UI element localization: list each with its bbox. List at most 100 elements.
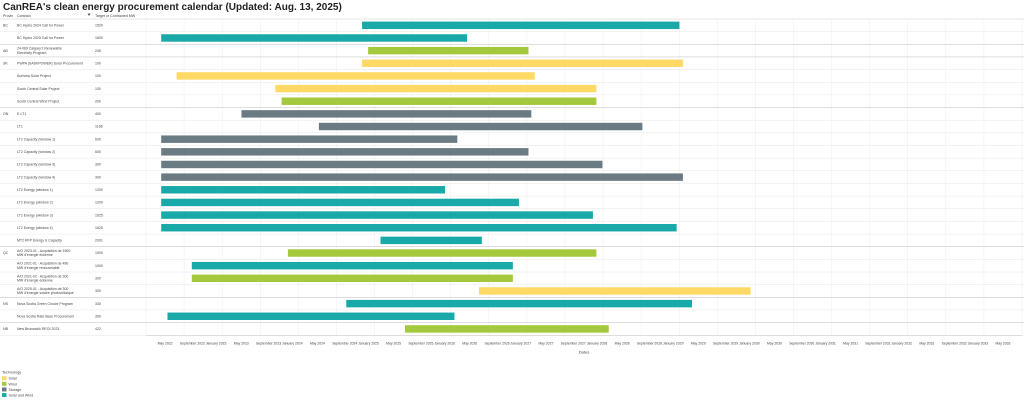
contract-label: LT2 Energy (window 3) [17,213,53,217]
gantt-bar[interactable] [167,312,455,320]
contract-label: LT2 Capacity (window 4) [17,175,55,179]
mw-value: 600 [95,137,101,141]
x-tick-label: September 2024 January 2025 [332,341,379,345]
contract-label: BC Hydro 2024 Call for Power [17,24,65,28]
x-tick-label: September 2030 January 2031 [789,341,836,345]
x-tick-label: May 2026 [462,341,477,345]
x-tick-label: May 2032 [919,341,934,345]
contract-label: Nova Scotia Rate Base Procurement [17,314,74,318]
x-tick-label: May 2023 [234,341,249,345]
gantt-bar[interactable] [161,160,603,169]
gantt-bar[interactable] [281,97,597,105]
gantt-bar[interactable] [161,34,468,42]
x-tick-label: September 2026 January 2027 [485,341,532,345]
legend-swatch [2,376,7,381]
mw-value: 1000 [95,264,103,268]
province-label: AB [3,49,8,53]
gantt-bar[interactable] [191,274,513,283]
contract-label: A/O 2021-01 - Acquisition de 480 MW d'éne… [17,262,68,270]
contract-label: LT1 [17,125,23,129]
gantt-bar[interactable] [161,148,529,156]
mw-value: 1168 [95,125,103,129]
gantt-bar[interactable] [287,249,597,257]
mw-value: 200 [95,99,101,103]
mw-value: 300 [95,277,101,281]
contract-label: BC Hydro 2025 Call for Power [17,36,65,40]
gantt-bar[interactable] [241,110,532,118]
legend-label: Storage [9,388,22,392]
mw-value: 400 [95,112,101,116]
contract-label: LT2 Energy (window 4) [17,226,53,230]
legend-swatch [2,393,7,398]
gantt-bar[interactable] [176,72,535,80]
gantt-bar[interactable] [479,287,751,295]
province-label: QC [3,251,9,255]
province-label: BC [3,24,8,28]
x-tick-label: September 2032 January 2033 [942,341,989,345]
province-label: NB [3,327,9,331]
mw-column-header: Target or Contracted MW [95,14,136,18]
contract-label: PWPA (SASKPOWER) Solar Procurement [17,61,83,65]
province-label: NS [3,302,9,306]
contract-label: Aurisma Solar Project [17,74,51,78]
legend-label: Solar [9,377,18,381]
mw-value: 300 [95,289,101,293]
gantt-bar[interactable] [362,59,683,67]
mw-value: 1500 [95,251,103,255]
gantt-bar[interactable] [368,46,529,55]
mw-value: 1625 [95,226,103,230]
mw-value: 300 [95,175,101,179]
province-column-header: Provin [3,14,13,18]
legend-swatch [2,387,7,392]
x-tick-label: May 2029 [691,341,706,345]
mw-value: 350 [95,314,101,318]
mw-value: 1200 [95,201,103,205]
x-tick-label: September 2025 January 2026 [408,341,455,345]
gantt-bar[interactable] [362,21,680,30]
contract-label: New Brunswick REOI 2023 [17,327,59,331]
x-tick-label: September 2029 January 2030 [713,341,760,345]
contract-label: A/O 2025-01 - Acquisition de 300 MW d'éne… [17,287,74,295]
gantt-bar[interactable] [161,186,445,194]
province-label: ON [3,112,9,116]
gantt-bar[interactable] [161,224,677,232]
mw-value: 1600 [95,36,103,40]
gantt-bar[interactable] [318,122,643,131]
x-tick-label: May 2027 [538,341,553,345]
contract-label: LT2 Energy (window 2) [17,201,53,205]
gantt-bar[interactable] [161,173,683,181]
x-tick-label: May 2025 [386,341,401,345]
legend-label: Wind [9,382,17,386]
legend-label: Solar and Wind [9,393,34,397]
x-tick-label: May 2022 [158,341,173,345]
x-tick-label: May 2031 [843,341,858,345]
gantt-bar[interactable] [161,135,458,143]
x-tick-label: September 2031 January 2032 [865,341,912,345]
x-tick-label: May 2033 [996,341,1011,345]
gantt-bar[interactable] [380,236,482,245]
mw-value: 1520 [95,24,103,28]
x-tick-label: May 2030 [767,341,782,345]
x-tick-label: September 2022 January 2023 [180,341,227,345]
x-tick-label: September 2023 January 2024 [256,341,303,345]
gantt-bar[interactable] [161,198,519,207]
mw-value: 1625 [95,213,103,217]
mw-value: 245 [95,49,101,53]
contract-label: LT2 Capacity (window 1) [17,137,55,141]
gantt-bar[interactable] [161,211,593,219]
gantt-bar[interactable] [405,325,609,333]
contract-label: Nova Scotia Green Choice Program [17,302,73,306]
gantt-bar[interactable] [275,84,597,93]
contract-label: 24-069 Calgary's Renewable Electricity Pr… [17,47,62,55]
contract-label: MT2 RFP Energy & Capacity [17,239,62,243]
legend-swatch [2,381,7,386]
sort-descending-icon[interactable] [87,13,91,17]
province-label: SK [3,61,8,65]
gantt-bar[interactable] [346,299,693,308]
gantt-bar[interactable] [191,261,513,270]
contract-label: LT2 Capacity (window 2) [17,150,55,154]
contract-label: LT2 Energy (window 1) [17,188,53,192]
mw-value: 600 [95,150,101,154]
contract-label: LT2 Capacity (window 3) [17,163,55,167]
